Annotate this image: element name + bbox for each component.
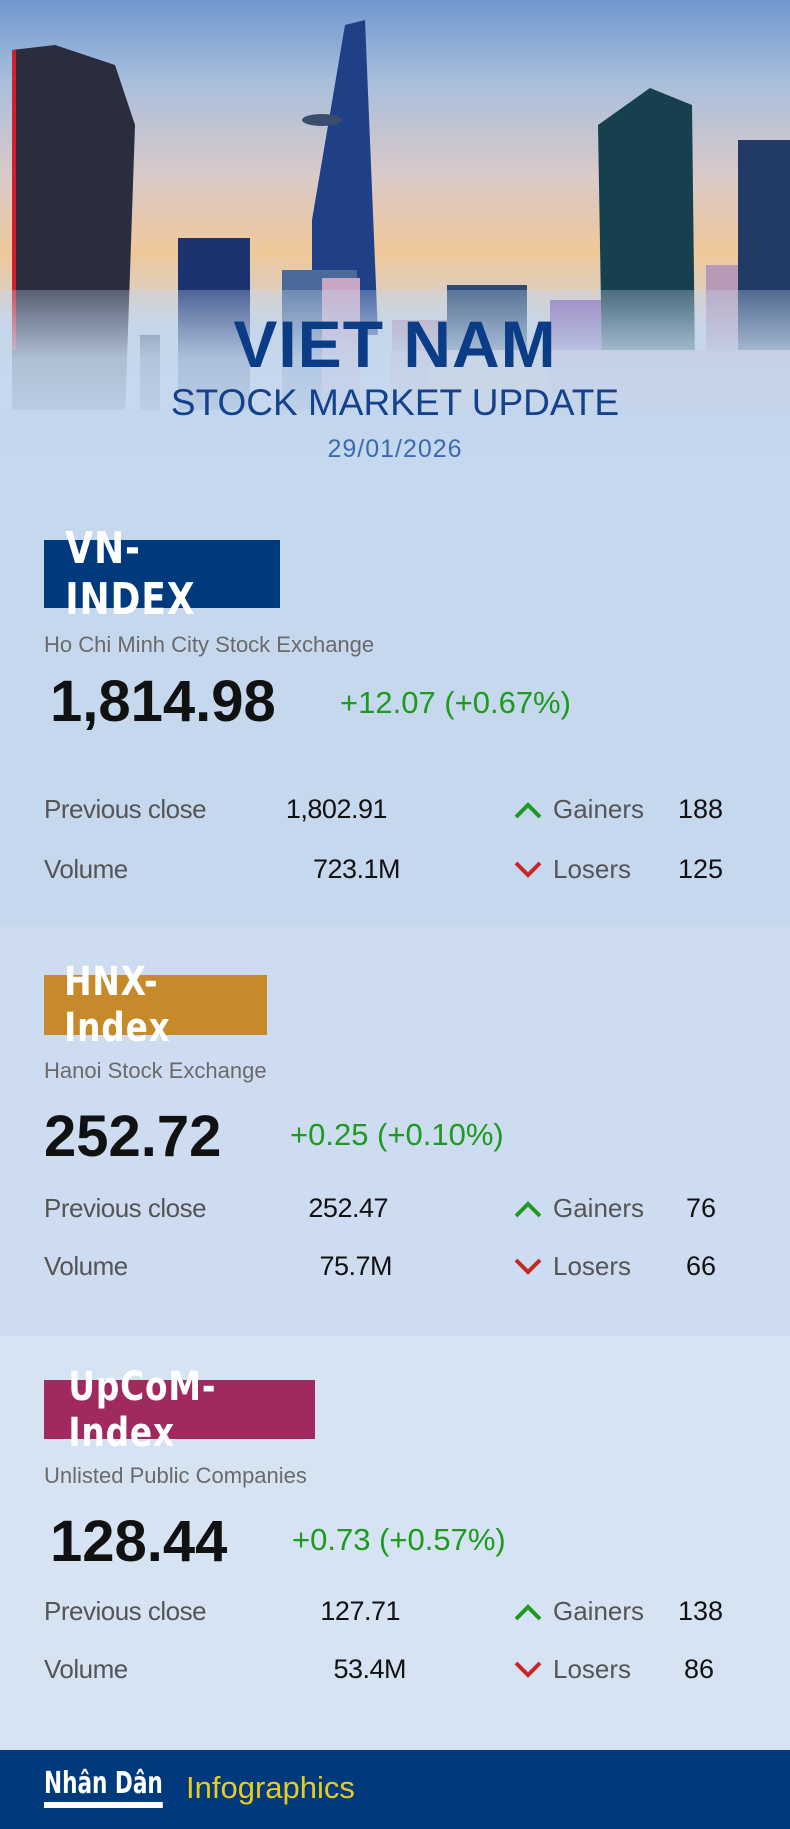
chevron-up-icon bbox=[514, 1201, 542, 1218]
index-badge: VN-INDEX bbox=[44, 523, 280, 625]
volume-value: 723.1M bbox=[312, 854, 401, 884]
index-value: 252.72 bbox=[44, 1104, 222, 1169]
section-hnx-index: HNX-Index Hanoi Stock Exchange 252.72 +0… bbox=[0, 925, 790, 1336]
losers-count: 66 bbox=[685, 1251, 716, 1281]
exchange-name: Ho Chi Minh City Stock Exchange bbox=[44, 632, 375, 657]
page-title: VIET NAM bbox=[233, 307, 557, 381]
section-vn-index: VN-INDEX Ho Chi Minh City Stock Exchange… bbox=[0, 460, 790, 925]
index-change: +12.07 (+0.67%) bbox=[340, 685, 571, 720]
losers-label: Losers bbox=[553, 854, 632, 884]
index-badge: HNX-Index bbox=[44, 959, 267, 1051]
prev-close-value: 127.71 bbox=[320, 1596, 400, 1626]
gainers-label: Gainers bbox=[553, 794, 645, 824]
losers-label: Losers bbox=[553, 1654, 632, 1684]
volume-value: 75.7M bbox=[319, 1251, 392, 1281]
header-fade bbox=[0, 290, 790, 460]
chevron-up-icon bbox=[514, 802, 542, 819]
section-upcom-index: UpCoM-Index Unlisted Public Companies 12… bbox=[0, 1336, 790, 1750]
chevron-down-icon bbox=[514, 1258, 542, 1275]
losers-label: Losers bbox=[553, 1251, 632, 1281]
chevron-up-icon bbox=[514, 1604, 542, 1621]
volume-value: 53.4M bbox=[333, 1654, 406, 1684]
page-subtitle: STOCK MARKET UPDATE bbox=[170, 382, 620, 423]
index-change: +0.25 (+0.10%) bbox=[290, 1117, 504, 1152]
prev-close-label: Previous close bbox=[44, 794, 207, 824]
chevron-down-icon bbox=[514, 861, 542, 878]
index-value: 1,814.98 bbox=[50, 669, 276, 734]
volume-label: Volume bbox=[44, 1654, 128, 1684]
footer: Nhân Dân Infographics bbox=[0, 1750, 790, 1829]
losers-count: 86 bbox=[683, 1654, 714, 1684]
header-cityscape bbox=[0, 0, 790, 460]
index-value: 128.44 bbox=[50, 1509, 228, 1574]
nhan-dan-logo: Nhân Dân bbox=[44, 1766, 163, 1808]
report-date: 29/01/2026 bbox=[327, 435, 463, 463]
gainers-count: 76 bbox=[685, 1193, 716, 1223]
footer-label: Infographics bbox=[186, 1770, 355, 1805]
volume-label: Volume bbox=[44, 1251, 128, 1281]
gainers-label: Gainers bbox=[553, 1596, 645, 1626]
chevron-down-icon bbox=[514, 1661, 542, 1678]
gainers-count: 188 bbox=[677, 794, 723, 824]
prev-close-value: 252.47 bbox=[308, 1193, 388, 1223]
index-badge: UpCoM-Index bbox=[44, 1364, 315, 1456]
volume-label: Volume bbox=[44, 854, 128, 884]
prev-close-label: Previous close bbox=[44, 1596, 207, 1626]
gainers-count: 138 bbox=[677, 1596, 723, 1626]
gainers-label: Gainers bbox=[553, 1193, 645, 1223]
prev-close-value: 1,802.91 bbox=[285, 794, 388, 824]
index-change: +0.73 (+0.57%) bbox=[292, 1522, 506, 1557]
prev-close-label: Previous close bbox=[44, 1193, 207, 1223]
exchange-name: Hanoi Stock Exchange bbox=[44, 1058, 267, 1083]
losers-count: 125 bbox=[677, 854, 723, 884]
exchange-name: Unlisted Public Companies bbox=[44, 1463, 307, 1488]
